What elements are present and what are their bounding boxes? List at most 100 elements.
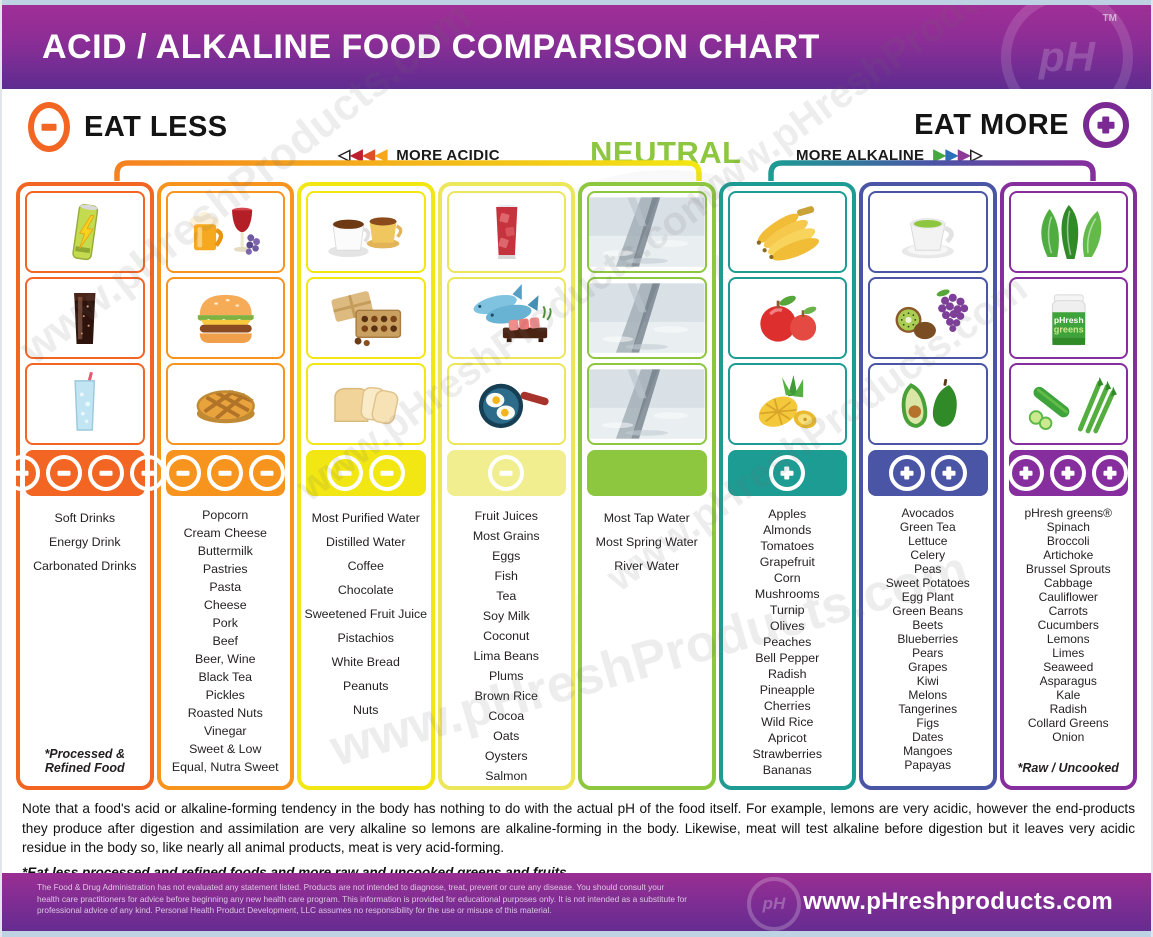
food-item: Onion	[1052, 730, 1085, 744]
food-item: Avocados	[901, 506, 954, 520]
food-item: Corn	[773, 571, 801, 585]
food-item: Pickles	[205, 688, 245, 702]
soda-glass-image	[25, 363, 145, 445]
food-item: Radish	[767, 667, 807, 681]
column-mildly-alkaline: Apples Almonds Tomatoes Grapefruit Corn Mushr…	[718, 182, 856, 790]
cola-glass-image	[25, 277, 145, 359]
food-item: Mushrooms	[754, 587, 820, 601]
food-item: Broccoli	[1046, 534, 1090, 548]
plus-circle-icon	[888, 455, 925, 491]
food-item: Celery	[910, 548, 946, 562]
food-item: Lettuce	[908, 534, 948, 548]
food-item: Cherries	[763, 699, 811, 713]
food-item: Cocoa	[488, 709, 525, 723]
more-alkaline-legend: MORE ALKALINE ▶▶▶▷	[790, 147, 983, 164]
food-item: Most Grains	[472, 529, 540, 543]
right-arrow-icon: ▶	[933, 147, 946, 164]
food-item: Egg Plant	[901, 590, 954, 604]
page-frame-bottom	[2, 931, 1151, 937]
pie-image	[165, 363, 285, 445]
acidity-badge-alkaline	[868, 450, 988, 496]
food-item: Melons	[908, 688, 948, 702]
svg-text:pHresh: pHresh	[1053, 315, 1083, 325]
food-item: Cauliflower	[1038, 590, 1098, 604]
column-mildly-acidic: Fruit Juices Most Grains Eggs Fish Tea Soy Mi…	[437, 182, 575, 790]
food-item: Pistachios	[337, 631, 394, 645]
food-item: Tomatoes	[760, 539, 815, 553]
minus-circle-icon	[249, 455, 286, 491]
food-item: Apples	[768, 507, 807, 521]
food-item: Carbonated Drinks	[33, 559, 137, 573]
food-item: Oysters	[484, 749, 528, 763]
food-item: Blueberries	[897, 632, 959, 646]
food-item: Cheese	[203, 598, 247, 612]
cucumber-asparagus-image	[1008, 363, 1128, 445]
food-item: Pastries	[202, 562, 248, 576]
food-item: Sweet & Low	[189, 742, 262, 756]
food-item: Peas	[914, 562, 942, 576]
food-item: Plums	[489, 669, 524, 683]
food-list-mildly-alkaline: Apples Almonds Tomatoes Grapefruit Corn Mushr…	[726, 499, 850, 783]
plus-circle-icon	[930, 455, 967, 491]
food-item: Tea	[496, 589, 517, 603]
food-item: Cabbage	[1043, 576, 1093, 590]
food-item: Turnip	[769, 603, 805, 617]
acidity-badge-very-acidic	[165, 450, 286, 496]
food-item: Brussel Sprouts	[1025, 562, 1111, 576]
food-item: Green Beans	[892, 604, 964, 618]
food-list-most-acidic: Soft Drinks Energy Drink Carbonated Drinks	[23, 499, 147, 743]
food-item: Dates	[912, 730, 944, 744]
food-item: River Water	[614, 559, 680, 573]
food-item: Popcorn	[202, 508, 249, 522]
column-neutral: Most Tap Water Most Spring Water River Wat…	[578, 182, 716, 790]
page-title: ACID / ALKALINE FOOD COMPARISON CHART	[42, 27, 820, 66]
left-arrow-icon: ◀	[374, 147, 388, 164]
column-acidic: Most Purified Water Distilled Water Coffee…	[297, 182, 435, 790]
food-item: Black Tea	[198, 670, 253, 684]
water-photo-image	[587, 191, 707, 273]
plus-circle-icon	[1083, 102, 1129, 148]
bread-image	[306, 363, 426, 445]
food-item: Pears	[912, 646, 944, 660]
column-alkaline: Avocados Green Tea Lettuce Celery Peas Sweet …	[859, 182, 997, 790]
food-item: Limes	[1052, 646, 1085, 660]
food-item: Beets	[912, 618, 944, 632]
eat-more-label: EAT MORE	[914, 108, 1069, 141]
food-list-alkaline: Avocados Green Tea Lettuce Celery Peas Sweet …	[866, 499, 990, 783]
bananas-image	[727, 191, 847, 273]
left-arrow-icon: ◀	[362, 147, 375, 164]
food-item: Energy Drink	[48, 535, 121, 549]
minus-circle-icon	[368, 455, 405, 491]
food-item: Asparagus	[1039, 674, 1097, 688]
food-item: pHresh greens®	[1024, 506, 1113, 520]
minus-circle-icon	[129, 455, 166, 491]
hamburger-image	[165, 277, 285, 359]
column-footnote: *Raw / Uncooked	[1017, 761, 1119, 775]
food-item: Papayas	[904, 758, 952, 772]
food-item: Vinegar	[204, 724, 247, 738]
food-item: Cream Cheese	[183, 526, 267, 540]
food-item: Green Tea	[899, 520, 956, 534]
minus-circle-icon	[165, 455, 202, 491]
food-item: Collard Greens	[1027, 716, 1109, 730]
minus-circle-icon	[45, 455, 82, 491]
food-item: Beer, Wine	[194, 652, 256, 666]
food-item: Peanuts	[343, 679, 389, 693]
header-bar: ACID / ALKALINE FOOD COMPARISON CHART pH…	[2, 5, 1151, 89]
food-item: Radish	[1049, 702, 1087, 716]
left-arrow-icon: ◁	[338, 147, 351, 164]
food-item: Kiwi	[916, 674, 939, 688]
apples-image	[727, 277, 847, 359]
acidity-badge-mildly-acidic	[446, 450, 566, 496]
food-item: Peaches	[763, 635, 812, 649]
fried-eggs-image	[446, 363, 566, 445]
eat-more-legend: EAT MORE	[914, 102, 1129, 148]
right-arrow-icon: ▷	[970, 147, 983, 164]
more-acidic-label: MORE ACIDIC	[396, 147, 500, 164]
food-list-very-acidic: Popcorn Cream Cheese Buttermilk Pastries Pas…	[164, 499, 288, 783]
food-item: Most Purified Water	[311, 511, 420, 525]
food-item: Buttermilk	[197, 544, 253, 558]
more-alkaline-label: MORE ALKALINE	[796, 147, 925, 164]
alkaline-bracket	[768, 160, 1096, 181]
food-item: Beef	[212, 634, 239, 648]
